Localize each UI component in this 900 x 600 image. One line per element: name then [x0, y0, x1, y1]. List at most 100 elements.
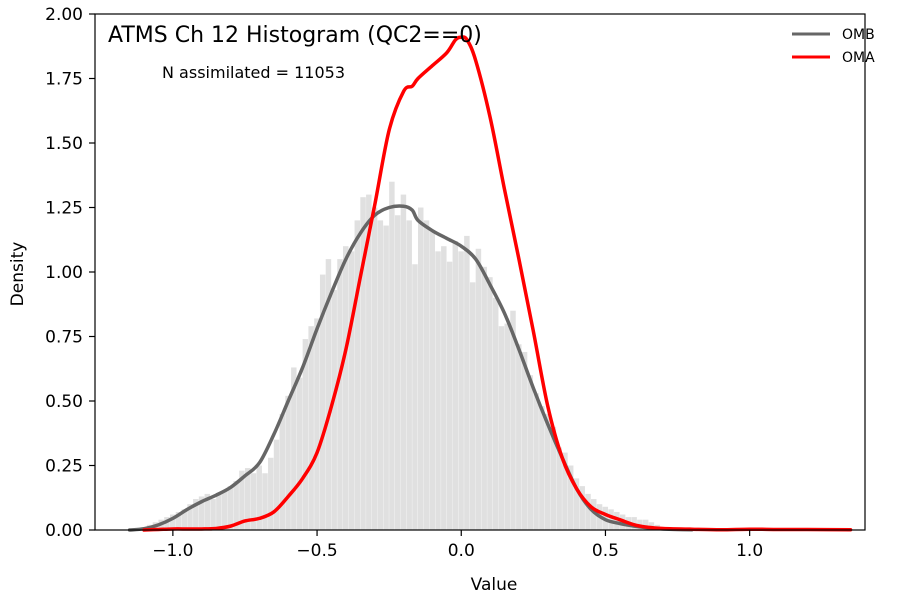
y-tick-label: 2.00	[45, 5, 83, 25]
histogram-bar	[308, 326, 314, 530]
histogram-bar	[371, 207, 378, 530]
histogram-bar	[233, 480, 239, 530]
histogram-bar	[573, 478, 580, 530]
histogram-bar	[239, 470, 245, 530]
y-tick-label: 1.25	[45, 199, 83, 219]
y-axis-title: Density	[8, 242, 28, 307]
histogram-bar	[579, 486, 585, 530]
histogram-bar	[481, 266, 487, 530]
histogram-bar	[435, 251, 441, 531]
histogram-bar	[250, 473, 257, 530]
y-tick-label: 1.00	[45, 263, 83, 283]
series-line-oma	[142, 35, 853, 532]
histogram-bar	[210, 499, 216, 530]
histogram-bar	[296, 377, 303, 530]
histogram-bar	[360, 197, 366, 530]
x-tick-label: 0.0	[448, 541, 475, 561]
histogram-bar	[585, 493, 591, 530]
histogram-bar	[417, 207, 424, 530]
histogram-bar	[487, 277, 493, 530]
histogram-bar	[366, 194, 372, 530]
x-axis-ticks: −1.0 −0.5 0.0 0.5 1.0	[152, 530, 763, 561]
histogram-bar	[412, 264, 418, 530]
histogram-bar	[204, 493, 211, 530]
histogram-bar	[227, 486, 234, 530]
histogram-bar	[314, 318, 320, 530]
histogram-bar	[383, 225, 389, 530]
legend-label-oma: OMA	[842, 50, 875, 66]
histogram-bar	[562, 452, 568, 530]
histogram-bar	[302, 339, 309, 530]
histogram-bar	[550, 426, 557, 530]
x-axis-title: Value	[471, 575, 518, 595]
histogram-bar	[608, 509, 614, 530]
histogram-bar	[567, 465, 574, 530]
histogram-bar	[533, 393, 539, 530]
histogram-bar	[279, 413, 286, 530]
histogram-bar	[262, 473, 268, 530]
histogram-bar	[325, 259, 332, 530]
histogram-bar	[175, 511, 182, 530]
y-tick-label: 1.75	[45, 70, 83, 90]
histogram-bar	[429, 230, 435, 530]
histogram-bar	[475, 248, 482, 530]
histogram-bar	[452, 241, 459, 531]
chart-title: ATMS Ch 12 Histogram (QC2==0)	[108, 23, 482, 48]
x-tick-label: −0.5	[296, 541, 337, 561]
y-tick-label: 0.50	[45, 392, 83, 412]
histogram-bars	[141, 181, 666, 531]
histogram-bar	[423, 220, 430, 530]
histogram-bar	[406, 220, 412, 530]
series-line-omb	[127, 204, 694, 532]
histogram-bar	[642, 519, 649, 530]
histogram-bar	[285, 395, 291, 530]
histogram-bar	[498, 326, 505, 530]
y-axis-ticks: 0.00 0.25 0.50 0.75 1.00 1.25 1.50 1.75 2.00	[45, 5, 95, 541]
histogram-bar	[591, 499, 597, 530]
histogram-bar	[458, 251, 464, 531]
histogram-bar	[516, 344, 522, 530]
histogram-bar	[556, 447, 562, 530]
y-tick-label: 0.00	[45, 521, 83, 541]
legend-label-omb: OMB	[842, 27, 875, 43]
histogram-bar	[291, 367, 297, 530]
histogram-bar	[348, 251, 355, 531]
histogram-bar	[544, 413, 551, 530]
histogram-bar	[198, 496, 205, 530]
histogram-bar	[510, 310, 516, 530]
histogram-bar	[400, 194, 407, 530]
histogram-bar	[331, 290, 337, 530]
histogram-bar	[216, 493, 222, 530]
histogram-bar	[256, 465, 262, 530]
histogram-bar	[469, 282, 476, 530]
histogram-bar	[464, 235, 470, 530]
histogram-bar	[492, 297, 499, 530]
histogram-bar	[354, 220, 361, 530]
histogram-bar	[337, 259, 343, 530]
histogram-bar	[273, 439, 280, 530]
histogram-bar	[244, 468, 251, 530]
histogram-bar	[614, 511, 620, 530]
histogram-bar	[187, 504, 193, 530]
y-tick-label: 0.25	[45, 457, 83, 477]
x-tick-label: 0.5	[592, 541, 619, 561]
histogram-bar	[441, 246, 447, 530]
y-tick-label: 0.75	[45, 328, 83, 348]
y-tick-label: 1.50	[45, 134, 83, 154]
histogram-bar	[389, 181, 395, 530]
histogram-bar	[319, 274, 326, 530]
histogram-bar	[181, 509, 187, 530]
histogram-bar	[539, 406, 545, 530]
x-tick-label: 1.0	[736, 541, 763, 561]
x-tick-label: −1.0	[152, 541, 193, 561]
histogram-bar	[394, 215, 401, 531]
histogram-bar	[377, 220, 384, 530]
legend: OMB OMA	[792, 27, 875, 66]
histogram-bar	[193, 499, 199, 530]
histogram-bar	[343, 246, 349, 530]
sample-count-annotation: N assimilated = 11053	[162, 63, 345, 82]
histogram-bar	[504, 323, 510, 530]
histogram-bar	[527, 375, 534, 530]
histogram-bar	[221, 491, 228, 530]
